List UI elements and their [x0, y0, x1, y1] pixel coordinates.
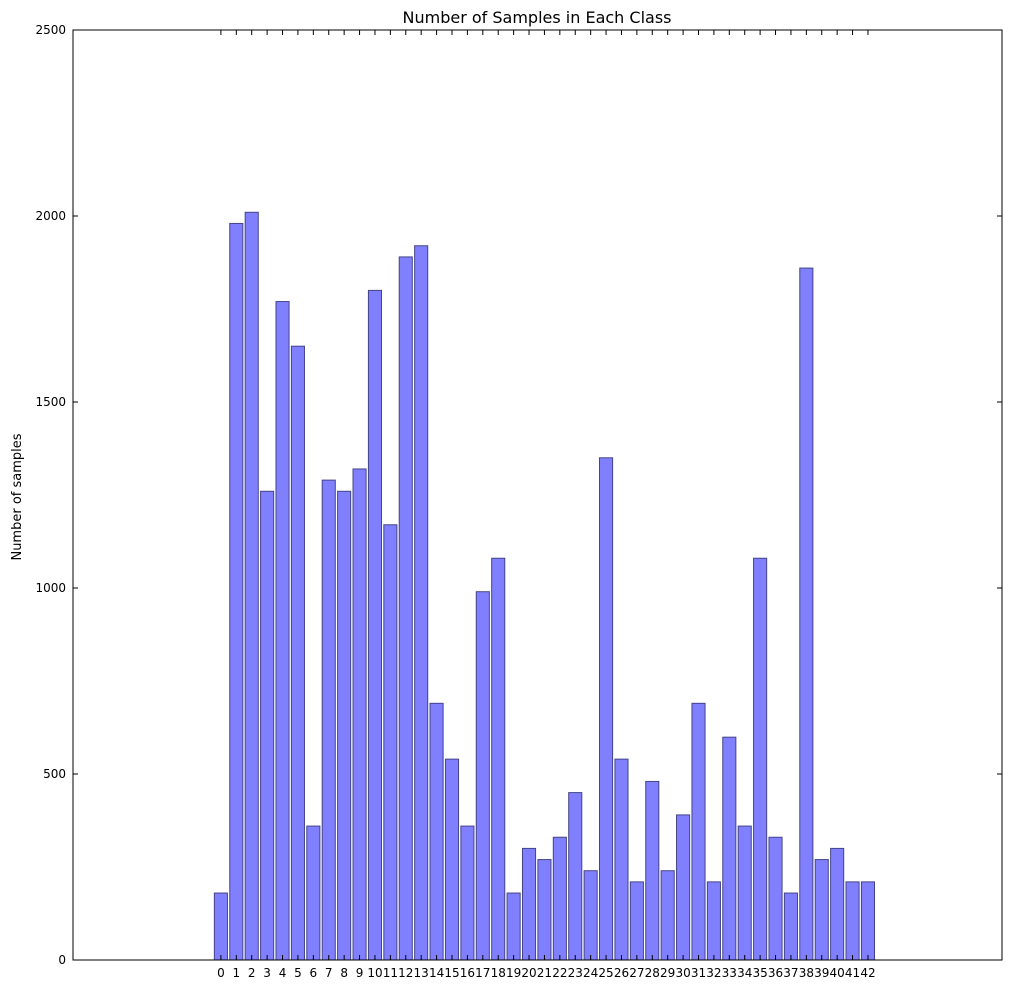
- bar-class-41: [845, 881, 860, 961]
- x-tick-label: 24: [583, 966, 598, 980]
- bar-class-11: [383, 524, 398, 961]
- bar-class-21: [537, 859, 552, 961]
- y-tick-label: 1500: [35, 395, 66, 409]
- x-tick-label: 12: [398, 966, 413, 980]
- bar-class-6: [306, 825, 321, 961]
- x-tick-label: 32: [706, 966, 721, 980]
- bar-class-28: [645, 780, 660, 961]
- bar-class-13: [414, 245, 429, 961]
- x-tick-label: 27: [629, 966, 644, 980]
- bar-class-38: [799, 267, 814, 961]
- bar-class-34: [737, 825, 752, 961]
- bar-class-24: [583, 870, 598, 961]
- x-tick-label: 16: [460, 966, 475, 980]
- x-tick-label: 28: [645, 966, 660, 980]
- ticks-group: [73, 29, 1002, 961]
- bar-class-7: [321, 479, 336, 961]
- x-tick-label: 30: [675, 966, 690, 980]
- y-tick-label: 0: [58, 953, 66, 967]
- bar-class-4: [275, 301, 290, 961]
- x-tick-label: 31: [691, 966, 706, 980]
- x-tick-label: 9: [356, 966, 364, 980]
- chart-title: Number of Samples in Each Class: [403, 8, 672, 27]
- bar-class-0: [213, 892, 228, 961]
- x-tick-label: 36: [768, 966, 783, 980]
- x-tick-label: 14: [429, 966, 444, 980]
- x-tick-label: 41: [845, 966, 860, 980]
- bars-group: [213, 211, 876, 961]
- x-tick-label: 21: [537, 966, 552, 980]
- y-axis-label: Number of samples: [10, 433, 25, 560]
- x-tick-label: 11: [383, 966, 398, 980]
- bar-class-36: [768, 836, 783, 961]
- bar-class-23: [568, 792, 583, 961]
- x-tick-label: 18: [491, 966, 506, 980]
- x-tick-label: 7: [325, 966, 333, 980]
- x-tick-label: 8: [340, 966, 348, 980]
- x-tick-label: 37: [783, 966, 798, 980]
- bar-class-30: [676, 814, 691, 961]
- x-tick-label: 15: [444, 966, 459, 980]
- bar-class-10: [367, 289, 383, 961]
- x-tick-label: 29: [660, 966, 675, 980]
- x-tick-label: 6: [310, 966, 318, 980]
- x-tick-label: 20: [521, 966, 536, 980]
- bar-class-12: [398, 256, 413, 961]
- x-tick-label: 3: [263, 966, 271, 980]
- bar-class-25: [599, 457, 614, 961]
- x-tick-label: 5: [294, 966, 302, 980]
- bar-class-2: [244, 211, 259, 961]
- bar-class-33: [722, 736, 737, 961]
- x-tick-label: 40: [830, 966, 845, 980]
- plot-frame: [72, 29, 1003, 961]
- bar-class-14: [429, 702, 444, 961]
- bar-class-40: [830, 847, 845, 961]
- bar-class-15: [444, 758, 460, 961]
- x-tick-label: 25: [598, 966, 613, 980]
- bar-class-19: [506, 892, 521, 961]
- y-tick-label: 500: [43, 767, 66, 781]
- x-tick-label: 19: [506, 966, 521, 980]
- x-tick-label: 33: [722, 966, 737, 980]
- x-tick-label: 10: [367, 966, 382, 980]
- bar-class-16: [460, 825, 475, 961]
- x-tick-label: 35: [752, 966, 767, 980]
- y-tick-label: 1000: [35, 581, 66, 595]
- x-tick-label: 13: [414, 966, 429, 980]
- x-tick-label: 17: [475, 966, 490, 980]
- y-tick-label: 2500: [35, 23, 66, 37]
- bar-class-35: [753, 557, 768, 961]
- bar-class-37: [783, 892, 798, 961]
- x-tick-label: 22: [552, 966, 567, 980]
- bar-class-5: [290, 345, 305, 961]
- bar-class-31: [691, 702, 706, 961]
- x-tick-label: 26: [614, 966, 629, 980]
- x-tick-label: 34: [737, 966, 752, 980]
- x-tick-label: 23: [568, 966, 583, 980]
- bar-class-32: [706, 881, 721, 961]
- bar-class-17: [475, 591, 490, 961]
- bar-class-1: [229, 222, 244, 961]
- x-tick-label: 4: [279, 966, 287, 980]
- bar-class-27: [629, 881, 644, 961]
- bar-class-22: [552, 836, 567, 961]
- bar-class-39: [814, 859, 829, 961]
- y-tick-label: 2000: [35, 209, 66, 223]
- bar-class-9: [352, 468, 367, 961]
- bar-class-20: [521, 847, 537, 961]
- x-tick-label: 2: [248, 966, 256, 980]
- tick-labels-group: 0 1 2 3 4 5 6 7 8 9 10 11 12 13 14 15 16 17 18 19 20 21 22 23 24…: [35, 23, 875, 980]
- bar-class-18: [491, 557, 506, 961]
- bar-class-3: [260, 490, 275, 961]
- bar-class-42: [860, 881, 876, 961]
- x-tick-label: 39: [814, 966, 829, 980]
- bar-class-26: [614, 758, 629, 961]
- x-tick-label: 42: [860, 966, 875, 980]
- x-tick-label: 1: [232, 966, 240, 980]
- bar-class-8: [337, 490, 352, 961]
- x-tick-label: 38: [799, 966, 814, 980]
- x-tick-label: 0: [217, 966, 225, 980]
- bar-class-29: [660, 870, 675, 961]
